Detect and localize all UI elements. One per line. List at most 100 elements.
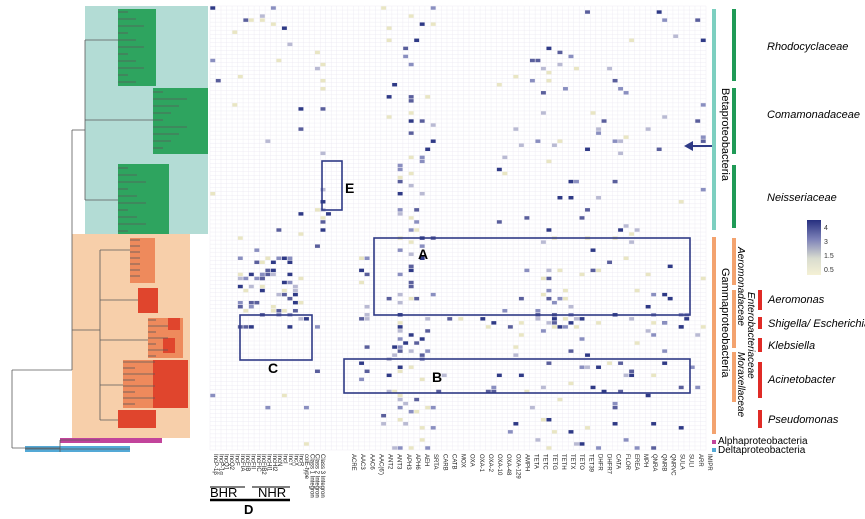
aeromonadaceae-block	[130, 238, 155, 283]
column-label: OXA-129	[514, 454, 520, 479]
moraxellaceae-bar	[732, 352, 736, 402]
neisseriaceae-block	[118, 164, 169, 234]
label-e: E	[345, 180, 354, 196]
legend-gradient	[807, 220, 821, 275]
column-label: IncFIA	[239, 454, 245, 471]
column-label: IncFIB	[244, 454, 250, 471]
arrow-indicator	[684, 141, 716, 151]
column-labels: IncP-1β IncP-1α IncQ1 IncQ2 IncF IncFIA IncFIB…	[212, 454, 712, 498]
column-label: TETG	[551, 454, 557, 470]
column-label: IncQ1	[223, 454, 229, 471]
column-label: CATB	[450, 454, 456, 470]
column-label: AAC3	[359, 454, 365, 470]
column-label: TETO	[578, 454, 584, 470]
alpha-bar	[60, 438, 162, 443]
column-label: SRTA	[432, 454, 438, 469]
column-label: AMPH	[523, 454, 529, 471]
column-label: ANT3	[396, 454, 402, 470]
tree-panel	[11, 6, 208, 452]
aeromonadaceae-label: Aeromonadaceae	[735, 246, 746, 326]
klebsiella-bar	[758, 338, 762, 352]
box-b	[343, 358, 691, 394]
column-label: ACRE	[350, 454, 356, 471]
acinetobacter-label: Acinetobacter	[767, 374, 837, 386]
column-label: Class 3 Integron	[319, 454, 325, 498]
column-label: TET39	[587, 454, 593, 473]
taxonomy-annotations: Betaproteobacteria Gammaproteobacteria A…	[712, 9, 865, 456]
aeromonas-bar	[758, 290, 762, 310]
column-label: ANT2	[387, 454, 393, 470]
legend-tick-0: 4	[824, 225, 828, 232]
column-label: CATA	[615, 454, 621, 469]
bhr-label: BHR	[210, 485, 237, 500]
column-label: MPH	[642, 454, 648, 467]
pseudomonas-block	[118, 410, 156, 428]
comamonadaceae-block	[153, 88, 208, 154]
shigella-block	[168, 318, 180, 330]
delta-marker	[712, 448, 716, 452]
legend-tick-2: 1.5	[824, 253, 834, 260]
enterobacteriaceae-label: Enterobacteriaceae	[745, 292, 756, 379]
column-label: IncFIC	[255, 454, 261, 472]
beta-class-bar	[712, 9, 716, 230]
moraxellaceae-label: Moraxellaceae	[735, 352, 746, 417]
dendrogram	[11, 11, 187, 452]
column-label: FLOR	[624, 454, 630, 471]
column-label: EREA	[633, 454, 639, 470]
column-label: IncFIB2	[260, 454, 266, 475]
column-label: IncP-1β	[212, 454, 218, 475]
column-label: TETA	[533, 454, 539, 469]
column-label: OXA	[469, 454, 475, 467]
heatmap-grid	[209, 5, 707, 451]
column-label: AAC(6')	[377, 454, 383, 475]
aeromonas-label: Aeromonas	[767, 294, 825, 306]
comamonadaceae-label: Comamonadaceae	[767, 109, 860, 121]
column-label: QNRVC	[670, 454, 676, 476]
gamma-class-bar	[712, 237, 716, 434]
column-label: IMIPR	[706, 454, 712, 471]
acinetobacter-block	[153, 360, 188, 408]
column-label: IncR	[298, 454, 304, 467]
column-label: OXA-48	[505, 454, 511, 476]
pseudomonas-bar	[758, 410, 762, 428]
column-label: IncF	[233, 454, 239, 466]
klebsiella-block	[163, 338, 175, 353]
column-label: Class 1 Integron	[308, 454, 314, 498]
column-label: IncHI1	[266, 454, 272, 472]
column-label: ARR	[697, 454, 703, 467]
column-label: IncQ2	[228, 454, 234, 471]
column-label: colE-type	[303, 454, 309, 480]
alpha-class-label: Alphaproteobacteria	[718, 436, 808, 447]
rhodocyclaceae-label: Rhodocyclaceae	[767, 41, 848, 53]
column-label: MOX	[460, 454, 466, 468]
aeromonas-block	[138, 288, 158, 313]
column-label: IncP-1α	[217, 454, 223, 475]
label-a: A	[418, 246, 428, 262]
nhr-label: NHR	[258, 485, 286, 500]
neisseriaceae-label: Neisseriaceae	[767, 192, 837, 204]
neisseriaceae-bar	[732, 165, 736, 228]
column-label: QNRA	[651, 454, 657, 471]
acinetobacter-bar	[758, 362, 762, 398]
label-d: D	[244, 502, 253, 517]
column-label: QNRB	[660, 454, 666, 471]
column-label: OXA-10	[496, 454, 502, 476]
box-c	[239, 314, 313, 361]
label-b: B	[432, 369, 442, 385]
column-label: IncHI2	[271, 454, 277, 472]
beta-class-label: Betaproteobacteria	[719, 88, 731, 182]
column-label: DHFR7	[606, 454, 612, 475]
column-label: OXA-1	[478, 454, 484, 473]
column-label: IncY	[287, 454, 293, 466]
column-label: OXA-2	[487, 454, 493, 473]
heatmap-cells	[210, 6, 706, 450]
box-a	[373, 237, 691, 316]
heatmap-panel	[209, 5, 707, 451]
legend-tick-3: 0.5	[824, 267, 834, 274]
klebsiella-label: Klebsiella	[768, 340, 815, 352]
column-label: IncX	[292, 454, 298, 466]
rhodocyclaceae-bar	[732, 9, 736, 81]
column-label: AEH	[423, 454, 429, 466]
enterobacteriaceae-bar	[732, 290, 736, 348]
